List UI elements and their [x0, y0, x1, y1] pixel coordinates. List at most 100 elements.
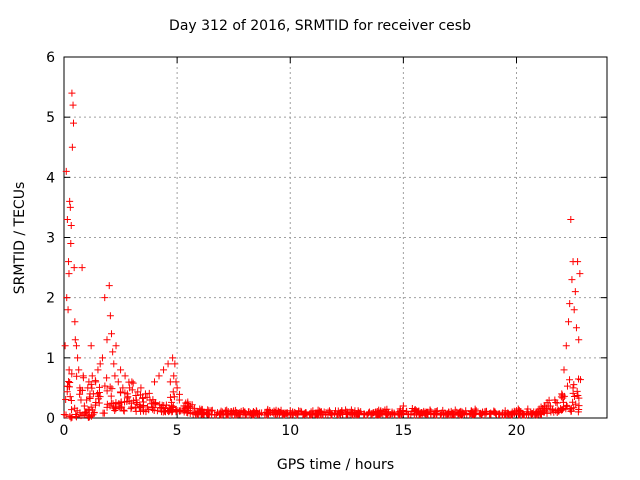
data-point [188, 401, 196, 409]
data-point [64, 382, 72, 390]
data-point [559, 406, 567, 414]
data-point [398, 410, 406, 418]
data-point [222, 411, 230, 419]
data-point [99, 409, 107, 417]
data-point [155, 372, 163, 380]
data-point [211, 411, 219, 419]
data-point [191, 409, 199, 417]
data-point [198, 410, 206, 418]
data-point [565, 318, 573, 326]
data-point [108, 385, 116, 393]
data-point [132, 392, 140, 400]
data-point [570, 306, 578, 314]
data-point [501, 411, 509, 419]
data-point [65, 366, 73, 374]
data-point [68, 370, 76, 378]
data-point [218, 408, 226, 416]
data-point [524, 405, 532, 413]
data-point [411, 407, 419, 415]
data-point [547, 408, 555, 416]
data-point [107, 392, 115, 400]
data-point [115, 401, 123, 409]
data-point [126, 384, 134, 392]
data-point [184, 409, 192, 417]
data-point [60, 411, 68, 419]
data-point [173, 384, 181, 392]
data-point [445, 408, 453, 416]
data-point [166, 393, 174, 401]
data-point [64, 306, 72, 314]
data-point [404, 411, 412, 419]
data-point [110, 360, 118, 368]
data-point [123, 390, 131, 398]
data-point [513, 407, 520, 415]
data-point [141, 390, 149, 398]
data-point [286, 407, 294, 415]
data-point [170, 372, 178, 380]
data-point [101, 382, 109, 390]
data-point [574, 408, 582, 416]
data-point [111, 372, 119, 380]
data-point [90, 408, 98, 416]
data-point [563, 382, 571, 390]
data-point [121, 398, 129, 406]
data-point [128, 378, 136, 386]
data-point [535, 405, 543, 413]
data-point [456, 408, 464, 416]
data-point [252, 407, 260, 415]
data-point [360, 410, 368, 418]
data-point [69, 101, 77, 109]
data-point [61, 342, 69, 350]
data-point [377, 407, 385, 415]
data-point [152, 399, 160, 407]
data-point [68, 413, 76, 421]
data-point [309, 407, 317, 415]
data-point [106, 383, 114, 391]
data-point [171, 360, 179, 368]
data-point [571, 288, 579, 296]
data-point [66, 203, 74, 211]
data-point [343, 408, 351, 416]
data-point [559, 404, 567, 412]
data-point [570, 381, 578, 389]
data-point [80, 402, 88, 410]
data-point [562, 342, 570, 350]
x-tick-label: 0 [60, 423, 69, 439]
data-point [275, 408, 283, 416]
data-point [78, 264, 86, 272]
data-point [151, 378, 158, 386]
data-point [107, 399, 115, 407]
y-tick-label: 1 [46, 351, 55, 367]
data-point [121, 372, 129, 380]
data-point [576, 270, 584, 278]
data-point [568, 276, 576, 284]
data-point [94, 366, 102, 374]
data-point [301, 410, 309, 418]
data-point [563, 402, 571, 410]
data-point [103, 336, 111, 344]
data-point [67, 414, 75, 422]
data-point [574, 258, 582, 266]
data-point [264, 407, 272, 415]
data-point [566, 376, 574, 384]
data-point [103, 387, 111, 395]
data-point [258, 409, 266, 417]
y-tick-label: 3 [46, 231, 55, 247]
data-point [354, 407, 362, 415]
data-point [89, 390, 97, 398]
data-point [572, 324, 580, 332]
data-point [66, 378, 74, 386]
data-point [441, 409, 449, 417]
data-point [72, 412, 80, 420]
data-point [479, 408, 487, 416]
data-point [81, 408, 89, 416]
data-point [407, 410, 415, 418]
data-point [70, 264, 78, 272]
data-point [247, 410, 255, 418]
data-point [160, 366, 168, 374]
data-point [169, 388, 177, 396]
data-point [403, 407, 411, 415]
data-point [553, 399, 561, 407]
data-point [70, 119, 78, 127]
data-point [529, 409, 537, 417]
